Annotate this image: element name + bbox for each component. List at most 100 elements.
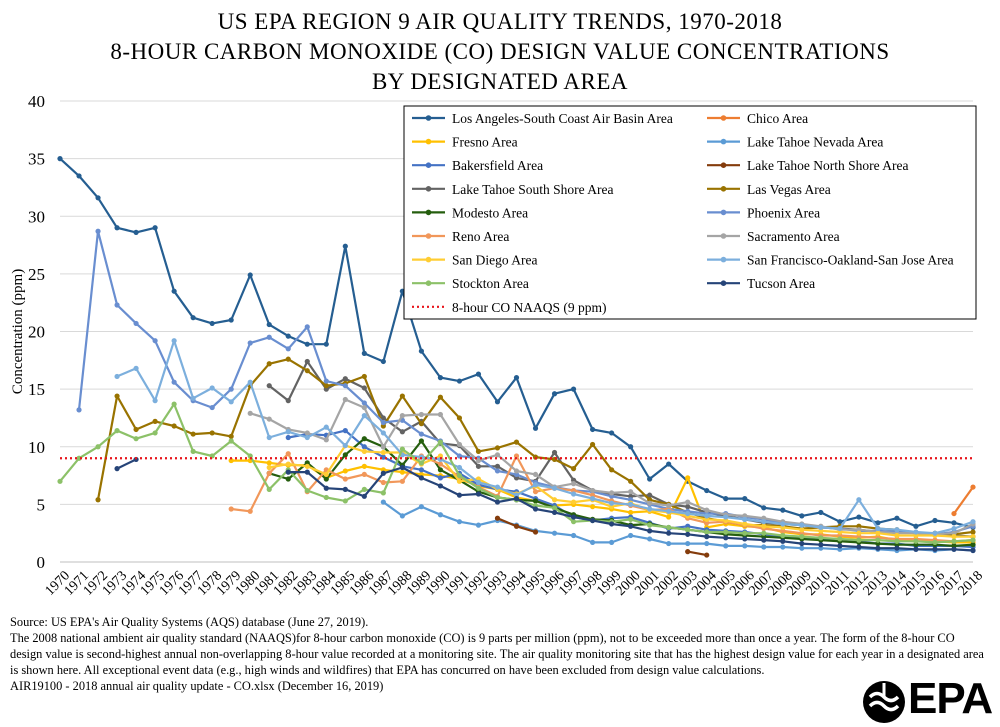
data-point	[837, 525, 843, 532]
legend-item: Tucson Area	[707, 276, 815, 291]
data-point	[742, 536, 748, 542]
data-point	[361, 404, 367, 411]
data-point	[932, 539, 938, 546]
data-point	[266, 434, 272, 441]
series-lake-tahoe-south-shore-area	[266, 358, 976, 540]
data-point	[285, 356, 291, 362]
data-point	[285, 451, 291, 457]
data-point	[152, 338, 158, 344]
data-point	[475, 463, 482, 469]
data-point	[380, 430, 386, 436]
legend-item: Phoenix Area	[707, 205, 820, 220]
data-point	[647, 522, 653, 528]
data-point	[418, 504, 424, 510]
legend-marker	[720, 138, 727, 145]
data-point	[399, 413, 405, 419]
data-point	[380, 415, 386, 421]
series-line	[231, 452, 974, 543]
data-point	[209, 385, 215, 391]
legend-item: Sacramento Area	[707, 229, 840, 244]
legend-label: Modesto Area	[452, 205, 528, 220]
y-tick-label: 40	[28, 92, 45, 111]
data-point	[361, 413, 367, 419]
data-point	[437, 375, 444, 381]
data-point	[361, 400, 367, 406]
data-point	[647, 528, 653, 534]
data-point	[799, 513, 805, 519]
legend-label: Chico Area	[747, 111, 808, 126]
data-point	[570, 514, 577, 520]
data-point	[494, 452, 501, 458]
legend-marker	[425, 233, 432, 239]
data-point	[723, 535, 729, 541]
data-point	[247, 379, 253, 385]
file-reference: AIR19100 - 2018 annual air quality updat…	[10, 679, 384, 693]
data-point	[247, 272, 253, 278]
data-point	[875, 537, 881, 543]
data-point	[723, 514, 729, 520]
legend-item: Las Vegas Area	[707, 182, 831, 197]
data-point	[609, 430, 615, 436]
series-line	[116, 339, 974, 535]
y-tick-label: 30	[28, 207, 45, 226]
series-line	[687, 550, 707, 557]
data-point	[570, 386, 577, 392]
data-point	[475, 448, 482, 454]
data-point	[894, 545, 900, 551]
data-point	[95, 497, 101, 503]
data-point	[304, 463, 310, 469]
data-point	[494, 399, 501, 405]
data-point	[875, 530, 881, 536]
data-point	[399, 513, 405, 519]
data-point	[761, 530, 767, 536]
data-point	[380, 470, 386, 476]
legend-label: San Francisco-Oakland-San Jose Area	[747, 253, 954, 268]
data-point	[685, 499, 691, 505]
data-point	[609, 490, 615, 496]
series-los-angeles-south-coast-air-basin-area	[57, 156, 976, 531]
legend-label: San Diego Area	[452, 253, 537, 268]
data-point	[780, 544, 786, 550]
data-point	[361, 486, 367, 492]
legend-marker	[425, 162, 432, 168]
data-point	[399, 429, 405, 435]
data-point	[799, 522, 805, 528]
data-point	[133, 456, 139, 463]
data-point	[456, 378, 463, 384]
data-point	[589, 487, 596, 494]
y-tick-label: 20	[28, 323, 45, 342]
data-point	[456, 472, 463, 479]
data-point	[647, 500, 653, 506]
data-point	[323, 378, 329, 384]
data-point	[342, 452, 348, 458]
data-point	[494, 463, 501, 469]
data-point	[666, 502, 672, 509]
data-point	[685, 540, 691, 547]
series-line	[116, 458, 137, 470]
data-point	[323, 383, 329, 389]
data-point	[133, 365, 139, 371]
data-point	[951, 525, 957, 532]
data-point	[570, 499, 577, 505]
data-point	[970, 519, 976, 525]
legend-marker	[720, 186, 727, 192]
data-point	[323, 437, 329, 443]
data-point	[894, 527, 900, 533]
legend-marker	[720, 209, 727, 216]
data-point	[723, 496, 729, 502]
data-point	[799, 545, 805, 551]
chart-title-line-2: 8-HOUR CARBON MONOXIDE (CO) DESIGN VALUE…	[110, 39, 890, 64]
data-point	[152, 225, 158, 231]
legend-label: Lake Tahoe Nevada Area	[747, 135, 883, 150]
data-point	[666, 524, 672, 531]
data-point	[742, 521, 748, 527]
data-point	[609, 521, 615, 527]
data-point	[209, 430, 215, 436]
data-point	[837, 543, 843, 549]
data-point	[399, 446, 405, 452]
data-point	[475, 479, 482, 486]
legend-marker	[720, 280, 727, 287]
data-point	[742, 530, 748, 536]
data-point	[818, 509, 824, 516]
legend-label: Fresno Area	[452, 135, 518, 150]
